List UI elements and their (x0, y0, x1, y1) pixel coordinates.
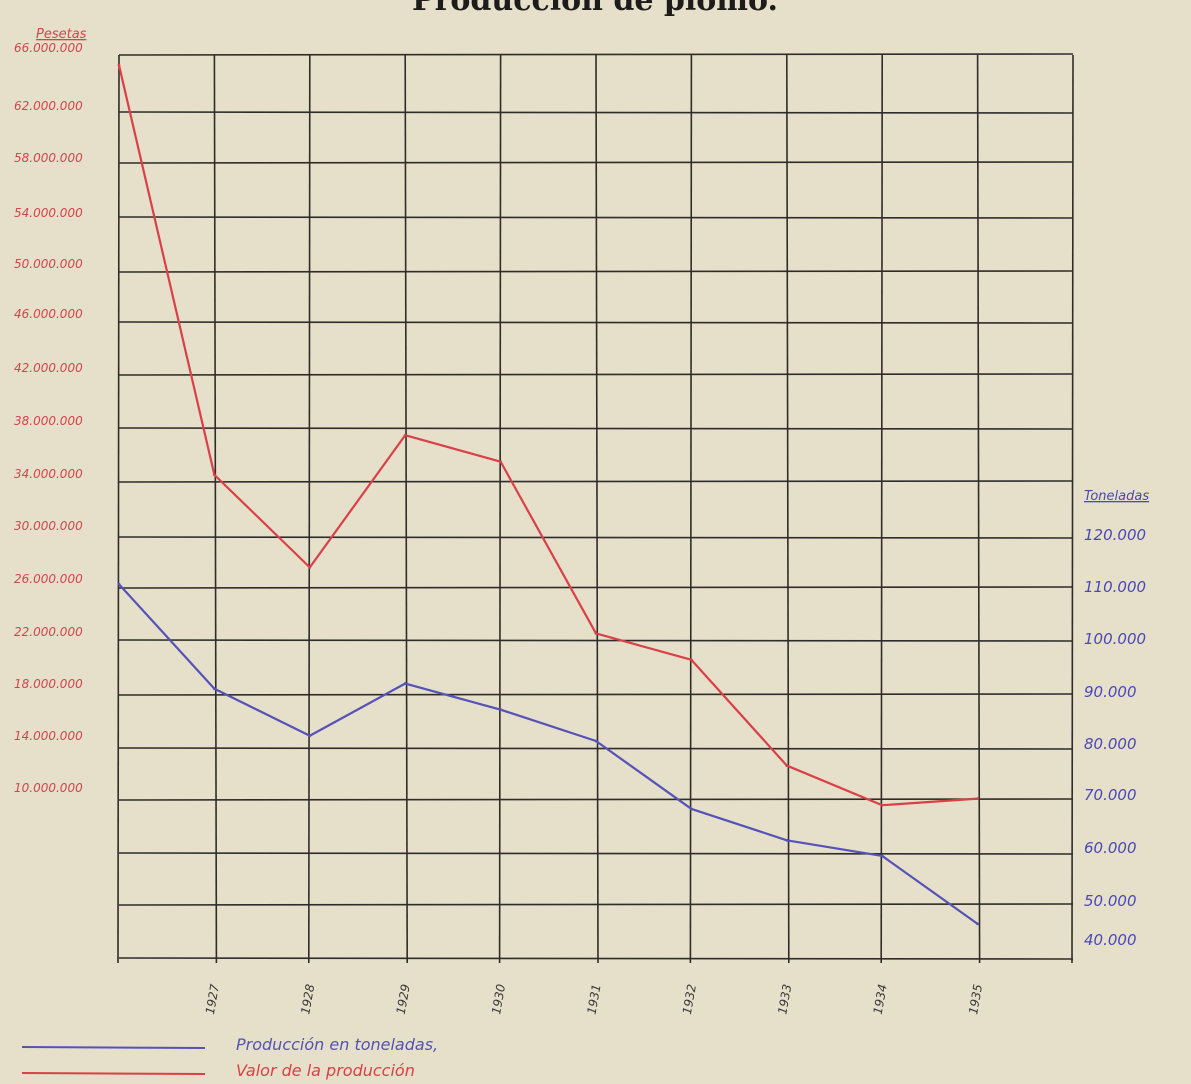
right-tick-label: 110.000 (1084, 578, 1146, 596)
left-tick-label: 58.000.000 (14, 151, 83, 165)
series-point (499, 460, 502, 464)
grid-line-v (1071, 54, 1074, 964)
grid-line-v (213, 54, 218, 964)
x-tick-label: 1934 (871, 983, 890, 1016)
grid-line-h (118, 693, 1074, 696)
grid-line-v (117, 54, 120, 964)
grid-line-h (118, 852, 1074, 855)
right-tick-label: 90.000 (1084, 683, 1137, 701)
legend-label: Producción en toneladas, (236, 1035, 438, 1054)
left-tick-label: 22.000.000 (14, 625, 83, 639)
series-point (213, 687, 216, 691)
right-axis-ticks: 120.000 110.000 100.000 90.000 80.000 70.000 6… (1084, 526, 1146, 949)
series-point (403, 682, 407, 685)
x-tick-label: 1930 (489, 983, 508, 1016)
grid-line-v (976, 54, 981, 964)
left-tick-label: 42.000.000 (14, 361, 83, 375)
left-tick-label: 14.000.000 (14, 729, 83, 743)
series-point (213, 473, 216, 477)
grid-line-h (118, 903, 1074, 906)
series-line (117, 64, 978, 807)
grid (117, 53, 1074, 964)
x-axis-ticks: 1927 1928 1929 1930 1931 1932 1933 1934 1935 (203, 983, 985, 1016)
right-tick-label: 100.000 (1084, 630, 1146, 648)
x-tick-label: 1933 (775, 983, 794, 1016)
x-tick-label: 1928 (298, 983, 317, 1016)
left-tick-label: 54.000.000 (14, 206, 83, 220)
legend-swatch (21, 1072, 206, 1075)
grid-line-h (118, 480, 1074, 483)
series-point (880, 854, 884, 858)
grid-line-v (689, 54, 693, 964)
x-tick-label: 1931 (585, 983, 604, 1016)
x-tick-label: 1932 (680, 983, 699, 1016)
grid-line-h (118, 747, 1074, 750)
left-tick-label: 38.000.000 (14, 414, 83, 428)
series-point (308, 565, 312, 569)
legend: Producción en toneladas, Valor de la prod… (21, 1035, 438, 1080)
right-tick-label: 80.000 (1084, 735, 1137, 753)
series-point (403, 433, 407, 437)
series-point (976, 922, 979, 926)
grid-line-h (118, 536, 1074, 539)
grid-line-v (498, 54, 502, 964)
x-tick-label: 1929 (394, 983, 413, 1016)
grid-line-h (118, 639, 1074, 642)
series-point (785, 764, 789, 767)
grid-line-v (404, 54, 409, 964)
right-axis-unit: Toneladas (1084, 489, 1149, 504)
left-tick-label: 34.000.000 (14, 467, 83, 481)
x-tick-label: 1927 (203, 983, 222, 1016)
chart-title: Producción de plomo. (412, 0, 778, 18)
left-tick-label: 26.000.000 (14, 572, 83, 586)
grid-line-v (785, 54, 790, 964)
series-point (880, 803, 884, 807)
right-tick-label: 70.000 (1084, 786, 1137, 804)
series-point (117, 582, 121, 586)
left-axis-ticks: 66.000.000 62.000.000 58.000.000 54.000.000… (14, 41, 83, 795)
left-tick-label: 30.000.000 (14, 519, 83, 533)
grid-line-h (118, 427, 1074, 430)
series-point (594, 739, 598, 743)
series-point (690, 807, 693, 811)
grid-line-v (595, 54, 599, 964)
grid-line-h (118, 798, 1074, 801)
series-point (308, 734, 312, 738)
right-tick-label: 60.000 (1084, 839, 1137, 857)
left-tick-label: 18.000.000 (14, 677, 83, 691)
x-tick-label: 1935 (966, 983, 985, 1016)
series-point (499, 708, 502, 712)
left-axis-unit: Pesetas (36, 27, 87, 42)
right-tick-label: 40.000 (1084, 931, 1137, 949)
series-point (594, 632, 598, 635)
right-tick-label: 120.000 (1084, 526, 1146, 544)
grid-line-h (118, 53, 1074, 56)
grid-line-h (118, 957, 1074, 960)
left-tick-label: 10.000.000 (14, 781, 83, 795)
series-point (117, 63, 121, 67)
series-point (690, 658, 693, 662)
legend-label: Valor de la producción (236, 1061, 415, 1080)
series-line (118, 583, 979, 925)
grid-line-v (880, 54, 884, 964)
series-point (785, 838, 789, 842)
series-point (976, 797, 979, 801)
right-tick-label: 50.000 (1084, 892, 1137, 910)
left-tick-label: 46.000.000 (14, 307, 83, 321)
left-tick-label: 66.000.000 (14, 41, 83, 55)
left-tick-label: 62.000.000 (14, 99, 83, 113)
grid-line-v (307, 54, 311, 964)
left-tick-label: 50.000.000 (14, 257, 83, 271)
grid-line-h (118, 586, 1074, 589)
series-lines (117, 63, 979, 926)
legend-swatch (21, 1046, 206, 1049)
